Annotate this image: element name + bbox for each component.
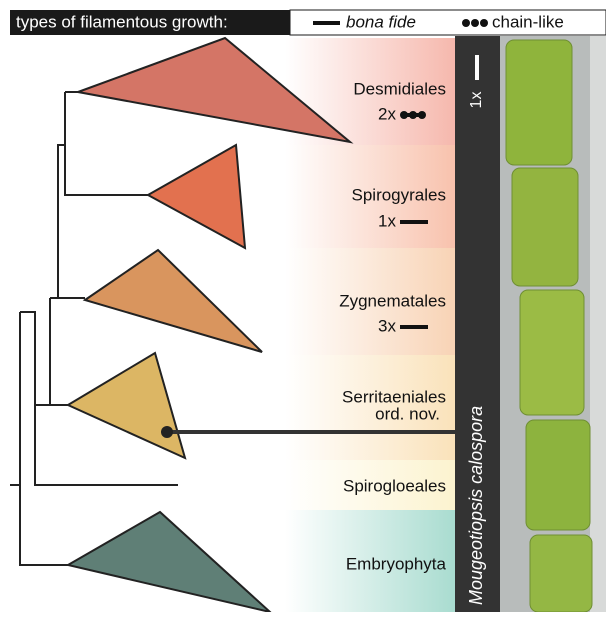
- legend-title: types of filamentous growth:: [16, 12, 228, 31]
- legend-item: chain-like: [492, 12, 564, 31]
- figure: 1x Mougeotiopsis calospora types of fila…: [0, 0, 606, 612]
- connector-dot: [161, 426, 173, 438]
- legend-item: bona fide: [346, 12, 416, 31]
- chain-like-icon: [462, 19, 488, 27]
- clade-name: Desmidiales: [353, 79, 446, 98]
- clade-count: 2x: [378, 104, 396, 123]
- species-name: Mougeotiopsis calospora: [466, 406, 486, 605]
- clade-name: Embryophyta: [346, 554, 447, 573]
- clade-name: Spirogyrales: [352, 185, 447, 204]
- clade-count: 1x: [378, 211, 396, 230]
- clade-name: Zygnematales: [339, 291, 446, 310]
- clade-note: ord. nov.: [375, 404, 440, 423]
- micrograph: [500, 36, 606, 612]
- species-count: 1x: [468, 92, 485, 109]
- clade-count: 3x: [378, 316, 396, 335]
- clade-name: Spirogloeales: [343, 476, 446, 495]
- chain-like-icon: [400, 111, 426, 119]
